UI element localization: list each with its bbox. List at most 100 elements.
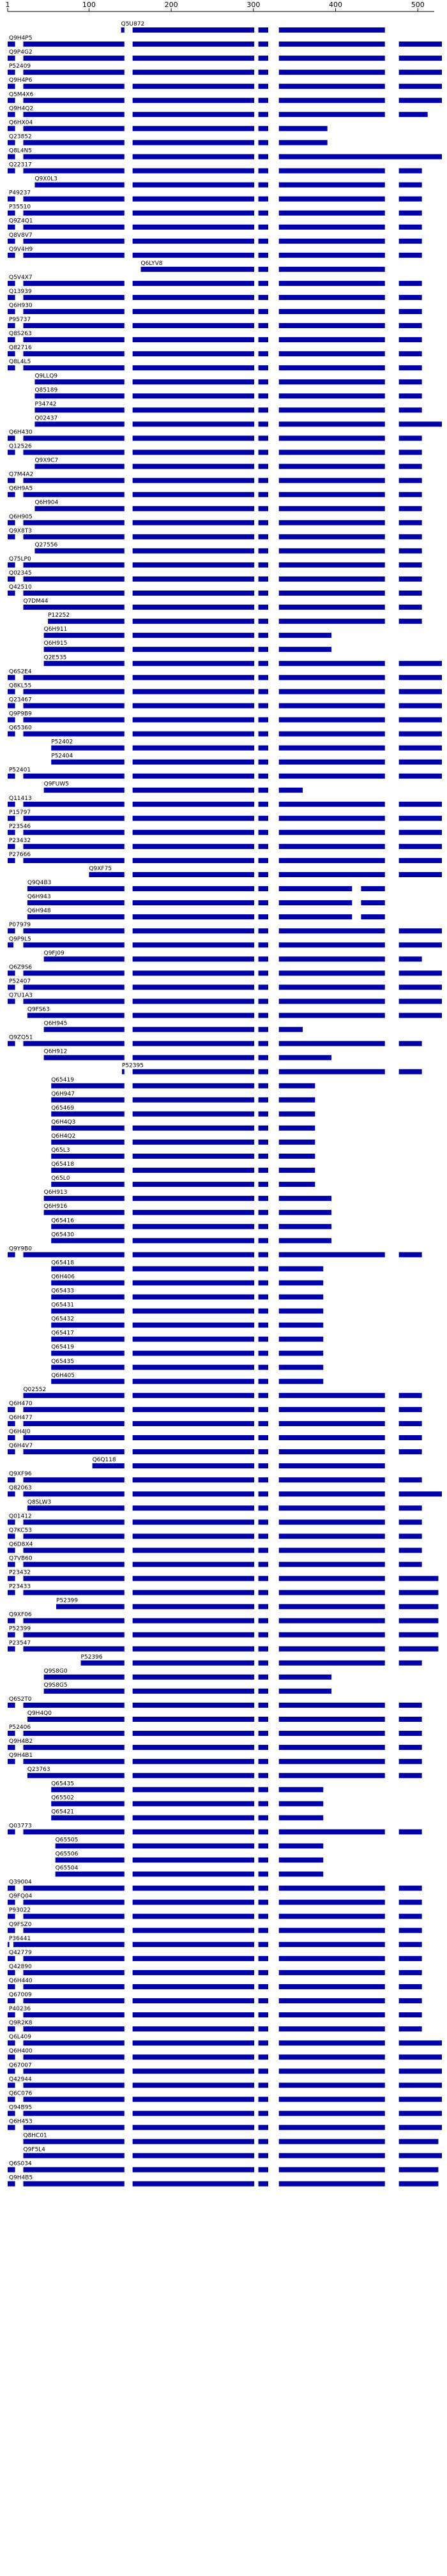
segment-bar xyxy=(398,1505,422,1511)
segment-bar xyxy=(398,1955,422,1961)
segment-bar xyxy=(8,928,15,934)
segment-bar xyxy=(398,98,442,103)
segment-bar xyxy=(132,1238,255,1244)
segment-bar xyxy=(278,323,385,329)
row-label: Q6H4V7 xyxy=(9,1443,33,1449)
segment-bar xyxy=(23,731,125,737)
segment-bar xyxy=(132,168,255,174)
row-label: Q7U1A3 xyxy=(9,992,33,998)
alignment-row: Q9S8G5 xyxy=(43,1682,332,1694)
row-label: Q82063 xyxy=(9,1485,32,1491)
segment-bar xyxy=(258,154,269,160)
alignment-row: Q65431 xyxy=(51,1302,324,1314)
segment-bar xyxy=(132,463,255,469)
segment-bar xyxy=(398,238,422,244)
segment-bar xyxy=(23,1435,125,1440)
segment-bar xyxy=(27,886,125,892)
segment-bar xyxy=(278,407,385,413)
segment-bar xyxy=(51,1294,125,1300)
alignment-row: P36441 xyxy=(8,1936,422,1947)
segment-bar xyxy=(8,773,15,779)
row-label: Q6H915 xyxy=(44,640,68,647)
row-label: Q42890 xyxy=(9,1964,32,1970)
segment-bar xyxy=(23,1420,125,1426)
segment-bar xyxy=(398,1533,422,1539)
segment-bar xyxy=(23,2083,125,2088)
segment-bar xyxy=(398,2026,422,2032)
row-label: Q9X0L3 xyxy=(34,176,57,183)
row-label: Q65417 xyxy=(51,1330,74,1337)
row-label: P52395 xyxy=(122,1063,144,1069)
segment-bar xyxy=(258,1646,269,1652)
segment-bar xyxy=(278,1196,332,1201)
segment-bar xyxy=(23,1041,125,1046)
segment-bar xyxy=(132,27,255,33)
segment-bar xyxy=(258,1885,269,1891)
segment-bar xyxy=(132,140,255,146)
segment-bar xyxy=(361,886,385,892)
segment-bar xyxy=(132,1210,255,1216)
alignment-row: Q42510 xyxy=(8,584,422,596)
segment-bar xyxy=(51,1097,125,1103)
segment-bar xyxy=(258,1097,269,1103)
alignment-row: Q9FS63 xyxy=(27,1007,442,1018)
alignment-row: Q11413 xyxy=(8,795,442,807)
segment-bar xyxy=(8,1899,15,1905)
alignment-row: Q65416 xyxy=(51,1217,332,1230)
segment-bar xyxy=(278,2068,385,2074)
segment-bar xyxy=(8,591,15,596)
segment-bar xyxy=(8,1984,15,1989)
segment-bar xyxy=(23,1632,125,1638)
segment-bar xyxy=(132,478,255,483)
segment-bar xyxy=(23,1984,125,1989)
segment-bar xyxy=(8,942,14,948)
segment-bar xyxy=(8,998,15,1004)
alignment-row: Q9H4B2 xyxy=(8,1738,422,1751)
segment-bar xyxy=(258,393,269,399)
segment-bar xyxy=(132,773,255,779)
segment-bar xyxy=(398,548,422,554)
segment-bar xyxy=(132,421,255,427)
segment-bar xyxy=(278,1435,385,1440)
segment-bar xyxy=(8,1519,15,1525)
segment-bar xyxy=(398,1899,422,1905)
segment-bar xyxy=(23,1927,125,1933)
row-label: Q6H4Q3 xyxy=(51,1119,75,1126)
segment-bar xyxy=(132,717,255,723)
segment-bar xyxy=(258,619,269,624)
segment-bar xyxy=(23,1998,125,2003)
alignment-row: Q65419 xyxy=(51,1344,324,1356)
alignment-row: Q6H4Q3 xyxy=(51,1119,315,1131)
segment-bar xyxy=(8,857,15,863)
segment-bar xyxy=(23,98,125,103)
segment-bar xyxy=(132,98,255,103)
segment-bar xyxy=(8,984,15,990)
segment-bar xyxy=(8,323,15,329)
row-label: Q42944 xyxy=(9,2076,32,2083)
segment-bar xyxy=(132,210,255,216)
segment-bar xyxy=(258,1562,269,1567)
row-label: Q6H4J0 xyxy=(9,1429,31,1435)
segment-bar xyxy=(132,393,255,399)
segment-bar xyxy=(8,520,15,525)
segment-bar xyxy=(121,27,125,33)
segment-bar xyxy=(23,591,125,596)
segment-bar xyxy=(8,2026,15,2032)
segment-bar xyxy=(278,1069,385,1074)
segment-bar xyxy=(258,1083,269,1088)
row-label: Q8V8V7 xyxy=(9,232,33,239)
segment-bar xyxy=(278,27,385,33)
segment-bar xyxy=(8,2111,15,2116)
segment-bar xyxy=(278,1294,324,1300)
segment-bar xyxy=(398,1519,422,1525)
segment-bar xyxy=(258,801,269,807)
segment-bar xyxy=(258,1548,269,1553)
alignment-row: Q9Y9B0 xyxy=(8,1246,422,1258)
segment-bar xyxy=(23,2068,125,2074)
segment-bar xyxy=(258,407,269,413)
segment-bar xyxy=(278,2012,385,2018)
segment-bar xyxy=(278,1548,385,1553)
segment-bar xyxy=(258,2181,269,2187)
segment-bar xyxy=(23,210,125,216)
segment-bar xyxy=(258,1829,269,1835)
